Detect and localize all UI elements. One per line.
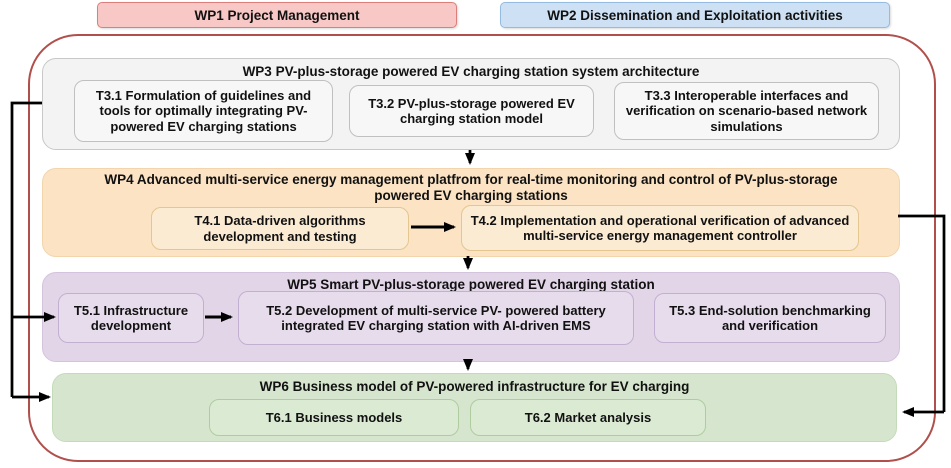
wp4-box: WP4 Advanced multi-service energy manage…: [42, 168, 900, 257]
task-t5-3-label: T5.3 End-solution benchmarking and verif…: [669, 302, 871, 333]
task-t6-2-label: T6.2 Market analysis: [524, 409, 652, 425]
task-t5-2-label: T5.2 Development of multi-service PV- po…: [266, 302, 606, 333]
task-t4-1-label: T4.1 Data-driven algorithms development …: [194, 213, 366, 244]
task-t4-2: T4.2 Implementation and operational veri…: [461, 205, 859, 251]
task-t3-1-label: T3.1 Formulation of guidelines and tools…: [95, 88, 312, 134]
wp3-title: WP3 PV-plus-storage powered EV charging …: [242, 64, 700, 79]
task-t3-2-label: T3.2 PV-plus-storage powered EV charging…: [368, 95, 575, 126]
task-t3-3-label: T3.3 Interoperable interfaces and verifi…: [625, 88, 868, 134]
wp2-header-box: WP2 Dissemination and Exploitation activ…: [500, 2, 890, 28]
wp6-box: WP6 Business model of PV-powered infrast…: [52, 373, 897, 442]
wp1-header-box: WP1 Project Management: [97, 2, 457, 28]
wp6-title: WP6 Business model of PV-powered infrast…: [259, 379, 690, 394]
wp2-header-label: WP2 Dissemination and Exploitation activ…: [547, 7, 843, 23]
task-t4-1: T4.1 Data-driven algorithms development …: [151, 207, 409, 250]
task-t5-1-label: T5.1 Infrastructure development: [73, 302, 189, 333]
task-t3-2: T3.2 PV-plus-storage powered EV charging…: [349, 85, 594, 137]
task-t3-1: T3.1 Formulation of guidelines and tools…: [74, 80, 333, 142]
task-t4-2-label: T4.2 Implementation and operational veri…: [470, 212, 850, 243]
wp5-title: WP5 Smart PV-plus-storage powered EV cha…: [287, 277, 655, 292]
wp3-box: WP3 PV-plus-storage powered EV charging …: [42, 58, 900, 150]
task-t6-1-label: T6.1 Business models: [265, 409, 403, 425]
task-t5-3: T5.3 End-solution benchmarking and verif…: [654, 293, 886, 343]
task-t5-2: T5.2 Development of multi-service PV- po…: [238, 291, 634, 345]
wp4-title: WP4 Advanced multi-service energy manage…: [104, 172, 838, 203]
wp1-header-label: WP1 Project Management: [194, 7, 360, 23]
task-t5-1: T5.1 Infrastructure development: [58, 293, 204, 343]
task-t3-3: T3.3 Interoperable interfaces and verifi…: [614, 82, 879, 140]
wp5-box: WP5 Smart PV-plus-storage powered EV cha…: [42, 272, 900, 362]
task-t6-1: T6.1 Business models: [209, 399, 459, 436]
task-t6-2: T6.2 Market analysis: [470, 399, 706, 436]
